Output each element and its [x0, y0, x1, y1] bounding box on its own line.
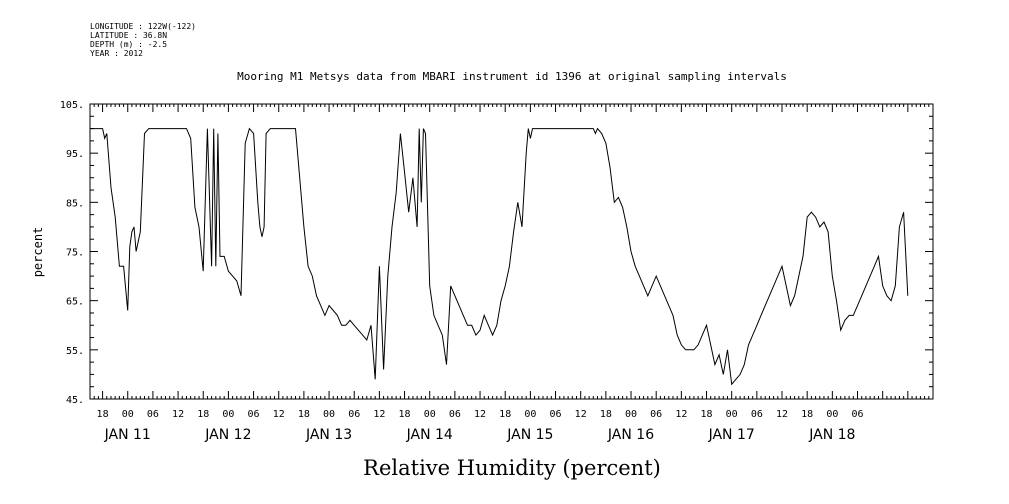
x-tick-label: 18 [399, 409, 411, 420]
x-tick-label: 06 [348, 409, 360, 420]
x-tick-label: 00 [122, 409, 134, 420]
x-day-label: JAN 11 [104, 427, 151, 443]
x-day-label: JAN 18 [808, 427, 855, 443]
y-tick-label: 55. [66, 346, 84, 357]
year-label: YEAR : 2012 [90, 49, 143, 58]
x-tick-label: 12 [474, 409, 486, 420]
x-tick-label: 18 [700, 409, 712, 420]
x-tick-label: 18 [801, 409, 813, 420]
x-tick-label: 06 [751, 409, 763, 420]
x-tick-label: 12 [575, 409, 587, 420]
y-tick-label: 45. [66, 395, 84, 406]
x-tick-label: 00 [524, 409, 536, 420]
x-day-label: JAN 15 [506, 427, 553, 443]
x-tick-label: 00 [726, 409, 738, 420]
x-tick-label: 18 [298, 409, 310, 420]
x-axis-label: Relative Humidity (percent) [363, 456, 661, 480]
x-day-label: JAN 16 [607, 427, 654, 443]
x-tick-label: 00 [625, 409, 637, 420]
x-tick-label: 12 [675, 409, 687, 420]
x-tick-label: 06 [851, 409, 863, 420]
humidity-line [90, 127, 909, 386]
x-tick-label: 06 [248, 409, 260, 420]
y-axis-label: percent [31, 227, 45, 278]
x-tick-label: 00 [323, 409, 335, 420]
x-axis: 18 00 06 12 18 00 06 12 18 00 06 12 18 00 06 12 18 00 06 12… [89, 104, 934, 443]
y-tick-label: 65. [66, 297, 84, 308]
x-tick-label: 06 [550, 409, 562, 420]
x-tick-label: 12 [172, 409, 184, 420]
x-tick-label: 12 [273, 409, 285, 420]
x-tick-label: 12 [776, 409, 788, 420]
y-tick-label: 75. [66, 248, 84, 259]
x-day-label: JAN 14 [406, 427, 453, 443]
x-tick-label: 00 [826, 409, 838, 420]
x-tick-label: 06 [650, 409, 662, 420]
x-day-label: JAN 17 [708, 427, 755, 443]
x-tick-label: 18 [600, 409, 612, 420]
x-tick-label: 06 [147, 409, 159, 420]
x-tick-label: 18 [97, 409, 109, 420]
x-tick-label: 00 [424, 409, 436, 420]
x-tick-label: 06 [449, 409, 461, 420]
depth-label: DEPTH (m) : -2.5 [90, 40, 168, 49]
latitude-label: LATITUDE : 36.8N [90, 31, 168, 40]
x-tick-label: 18 [499, 409, 511, 420]
longitude-label: LONGITUDE : 122W(-122) [90, 22, 196, 31]
x-day-label: JAN 12 [204, 427, 251, 443]
y-tick-label: 85. [66, 198, 84, 209]
x-tick-label: 00 [222, 409, 234, 420]
y-tick-label: 95. [66, 149, 84, 160]
x-day-label: JAN 13 [305, 427, 352, 443]
x-tick-label: 12 [373, 409, 385, 420]
chart-title: Mooring M1 Metsys data from MBARI instru… [237, 70, 787, 83]
y-tick-label: 105. [60, 100, 84, 111]
y-axis: 45. 55. 65. 75. 85. 95. 105. [60, 100, 933, 406]
metadata-block: LONGITUDE : 122W(-122) LATITUDE : 36.8N … [90, 22, 196, 58]
x-tick-label: 18 [197, 409, 209, 420]
